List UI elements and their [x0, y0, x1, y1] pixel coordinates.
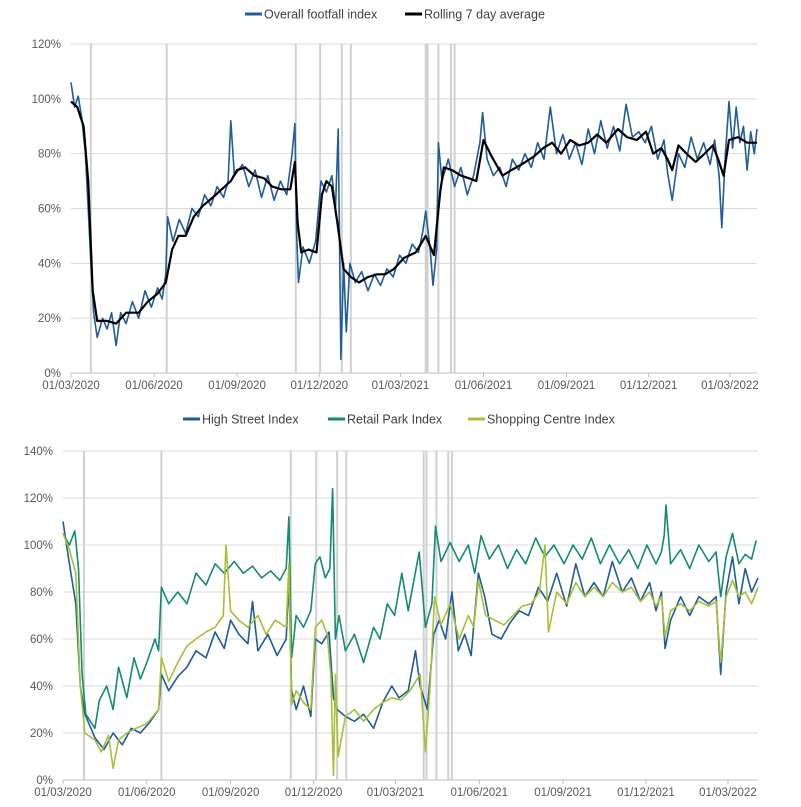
legend-label-overall-footfall-index: Overall footfall index	[264, 8, 378, 22]
y-tick-label: 100%	[24, 540, 53, 552]
x-tick-label: 01/03/2021	[372, 380, 430, 392]
series-line-high-street-index	[62, 521, 759, 751]
y-tick-label: 120%	[24, 493, 53, 505]
legend-label-high-street-index: High Street Index	[202, 413, 299, 427]
x-tick-label: 01/12/2021	[617, 787, 675, 799]
x-tick-label: 01/06/2020	[125, 380, 183, 392]
x-tick-label: 01/06/2020	[118, 787, 176, 799]
series-line-retail-park-index	[62, 487, 757, 730]
y-tick-label: 140%	[24, 446, 53, 458]
x-tick-label: 01/09/2020	[202, 787, 260, 799]
x-tick-label: 01/06/2021	[455, 380, 513, 392]
y-tick-label: 0%	[44, 368, 61, 380]
y-tick-label: 60%	[30, 634, 53, 646]
legend-label-retail-park-index: Retail Park Index	[347, 413, 443, 427]
location-index-chart: 0% 20% 40% 60% 80% 100% 120% 140% 01/03/2020 01/0…	[24, 413, 759, 799]
x-tick-label: 01/12/2021	[620, 380, 678, 392]
series-line-rolling-7-day-average	[70, 100, 757, 325]
y-tick-label: 20%	[30, 728, 53, 740]
y-tick-label: 40%	[30, 681, 53, 693]
x-tick-label: 01/09/2020	[208, 380, 266, 392]
y-tick-label: 100%	[32, 94, 61, 106]
y-tick-label: 0%	[36, 775, 53, 787]
y-tick-label: 80%	[30, 587, 53, 599]
y-tick-label: 120%	[32, 39, 61, 51]
x-tick-label: 01/12/2020	[290, 380, 348, 392]
x-tick-label: 01/06/2021	[450, 787, 508, 799]
y-tick-label: 80%	[38, 149, 61, 161]
x-tick-label: 01/03/2022	[701, 380, 759, 392]
x-tick-label: 01/09/2021	[538, 380, 596, 392]
legend-label-rolling-7-day-average: Rolling 7 day average	[424, 8, 545, 22]
x-tick-label: 01/03/2022	[699, 787, 757, 799]
x-tick-label: 01/12/2020	[285, 787, 343, 799]
y-tick-label: 40%	[38, 258, 61, 270]
series-line-shopping-centre-index	[62, 533, 759, 777]
y-tick-label: 60%	[38, 204, 61, 216]
x-tick-label: 01/09/2021	[534, 787, 592, 799]
y-tick-label: 20%	[38, 313, 61, 325]
x-tick-label: 01/03/2020	[34, 787, 92, 799]
legend-label-shopping-centre-index: Shopping Centre Index	[487, 413, 616, 427]
overall-footfall-chart: 0% 20% 40% 60% 80% 100% 120% 01/03/2020 01/06/20…	[32, 8, 759, 393]
x-tick-label: 01/03/2020	[42, 380, 100, 392]
x-tick-label: 01/03/2021	[367, 787, 425, 799]
